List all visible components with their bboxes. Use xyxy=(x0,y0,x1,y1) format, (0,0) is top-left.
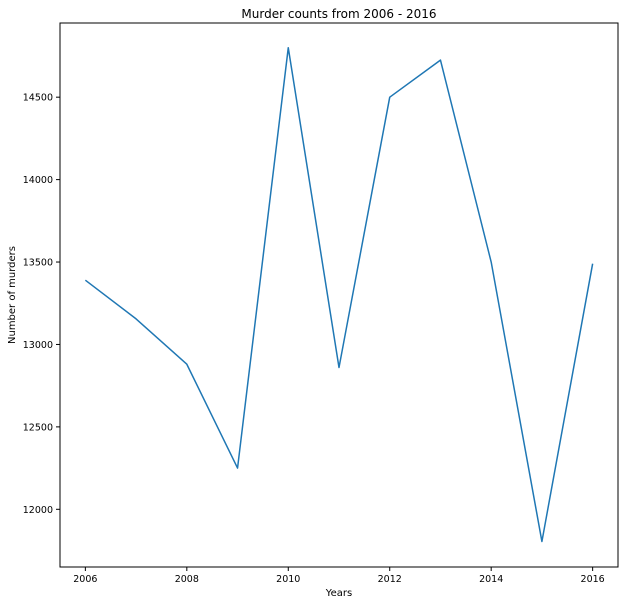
x-axis: 2006 2008 2010 2012 2014 2016 xyxy=(73,567,605,585)
y-tick-label: 13000 xyxy=(23,340,53,351)
x-tick-label: 2006 xyxy=(73,574,97,585)
x-tick-label: 2016 xyxy=(581,574,605,585)
y-tick-label: 13500 xyxy=(23,258,53,269)
x-axis-label: Years xyxy=(325,588,352,599)
plot-area xyxy=(59,22,619,568)
x-tick-label: 2014 xyxy=(479,574,503,585)
y-axis-label: Number of murders xyxy=(7,246,18,344)
y-tick-label: 14000 xyxy=(23,175,53,186)
x-tick-label: 2012 xyxy=(378,574,402,585)
y-tick-label: 12000 xyxy=(23,505,53,516)
plot-frame xyxy=(59,22,619,568)
x-tick-label: 2008 xyxy=(175,574,199,585)
y-tick-label: 12500 xyxy=(23,422,53,433)
series-line xyxy=(84,46,594,543)
x-tick-label: 2010 xyxy=(276,574,300,585)
series-group xyxy=(84,46,594,543)
y-axis: 12000 12500 13000 13500 14000 14500 xyxy=(23,93,60,516)
chart-title: Murder counts from 2006 - 2016 xyxy=(241,7,436,21)
y-tick-label: 14500 xyxy=(23,93,53,104)
